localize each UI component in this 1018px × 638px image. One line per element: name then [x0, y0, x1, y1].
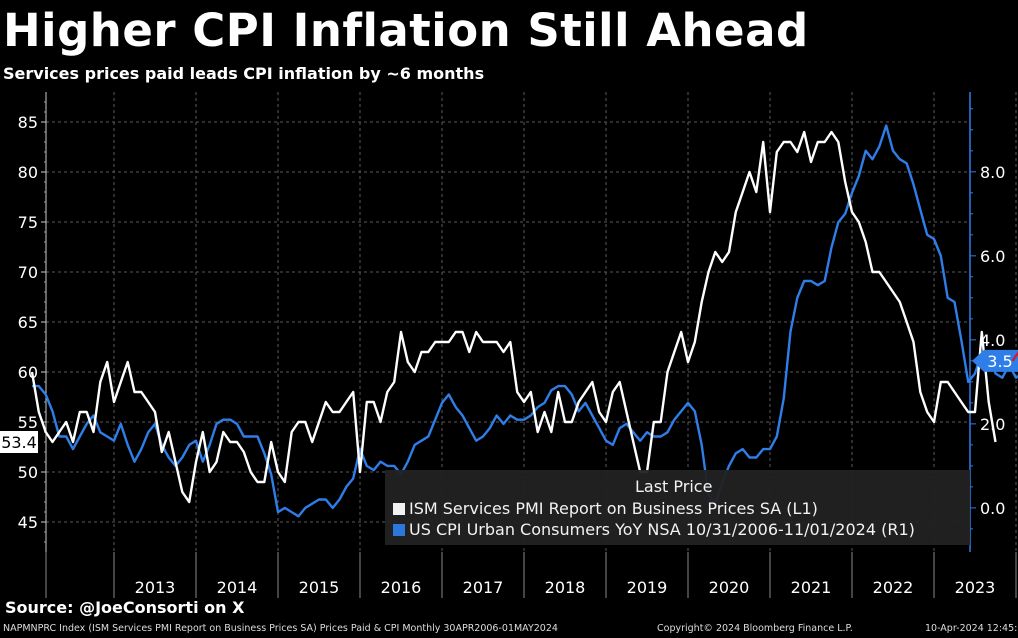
x-tick-label: 2015 — [299, 578, 340, 597]
arrow-shaft — [1011, 351, 1018, 362]
index-note: NAPMNPRC Index (ISM Services PMI Report … — [3, 623, 558, 634]
chart-title: Higher CPI Inflation Still Ahead — [3, 4, 809, 57]
x-tick-label: 2019 — [627, 578, 668, 597]
x-tick-label: 2022 — [873, 578, 914, 597]
x-tick-label: 2023 — [955, 578, 996, 597]
series-lines — [30, 124, 1018, 518]
x-tick-label: 2018 — [545, 578, 586, 597]
left-tick-label: 55 — [18, 413, 38, 432]
legend-label-cpi: US CPI Urban Consumers YoY NSA 10/31/200… — [409, 520, 915, 539]
x-tick-label: 2020 — [709, 578, 750, 597]
left-tick-label: 70 — [18, 263, 38, 282]
right-tick-label: 6.0 — [980, 247, 1005, 266]
x-tick-label: 2021 — [791, 578, 832, 597]
legend: Last Price ISM Services PMI Report on Bu… — [385, 470, 970, 545]
timestamp: 10-Apr-2024 12:45:10 — [925, 623, 1018, 634]
left-tick-label: 45 — [18, 513, 38, 532]
legend-swatch-cpi — [393, 523, 405, 536]
legend-entry-cpi: US CPI Urban Consumers YoY NSA 10/31/200… — [393, 520, 915, 539]
left-tick-label: 65 — [18, 313, 38, 332]
chart-subtitle: Services prices paid leads CPI inflation… — [3, 64, 485, 83]
left-tick-label: 80 — [18, 163, 38, 182]
left-tick-label: 50 — [18, 463, 38, 482]
last-value-box-cpi — [972, 349, 1018, 372]
last-value-cpi: 3.5 — [987, 352, 1012, 371]
right-tick-label: 4.0 — [980, 331, 1005, 350]
left-tick-label: 60 — [18, 363, 38, 382]
legend-title: Last Price — [635, 477, 713, 496]
annotations: 53.4 3.5 — [0, 349, 1018, 453]
x-tick-label: 2016 — [381, 578, 422, 597]
right-tick-label: 8.0 — [980, 163, 1005, 182]
copyright: Copyright© 2024 Bloomberg Finance L.P. — [657, 623, 853, 634]
x-tick-label: 2014 — [217, 578, 258, 597]
x-tick-label: 2013 — [135, 578, 176, 597]
last-value-ism: 53.4 — [1, 433, 37, 452]
x-tick-label: 2017 — [463, 578, 504, 597]
source-credit: Source: @JoeConsorti on X — [5, 598, 245, 617]
last-value-box-ism — [0, 431, 38, 453]
left-tick-label: 75 — [18, 213, 38, 232]
legend-swatch-ism — [393, 502, 405, 515]
legend-label-ism: ISM Services PMI Report on Business Pric… — [409, 499, 818, 518]
axes: 2013 2014 2015 2016 2017 2018 2019 2020 2021 2022… — [18, 92, 1017, 598]
right-tick-label: 0.0 — [980, 499, 1005, 518]
left-tick-label: 85 — [18, 113, 38, 132]
legend-entry-ism: ISM Services PMI Report on Business Pric… — [393, 499, 818, 518]
series-line-ism — [30, 130, 997, 504]
series-line-cpi — [32, 124, 1018, 518]
